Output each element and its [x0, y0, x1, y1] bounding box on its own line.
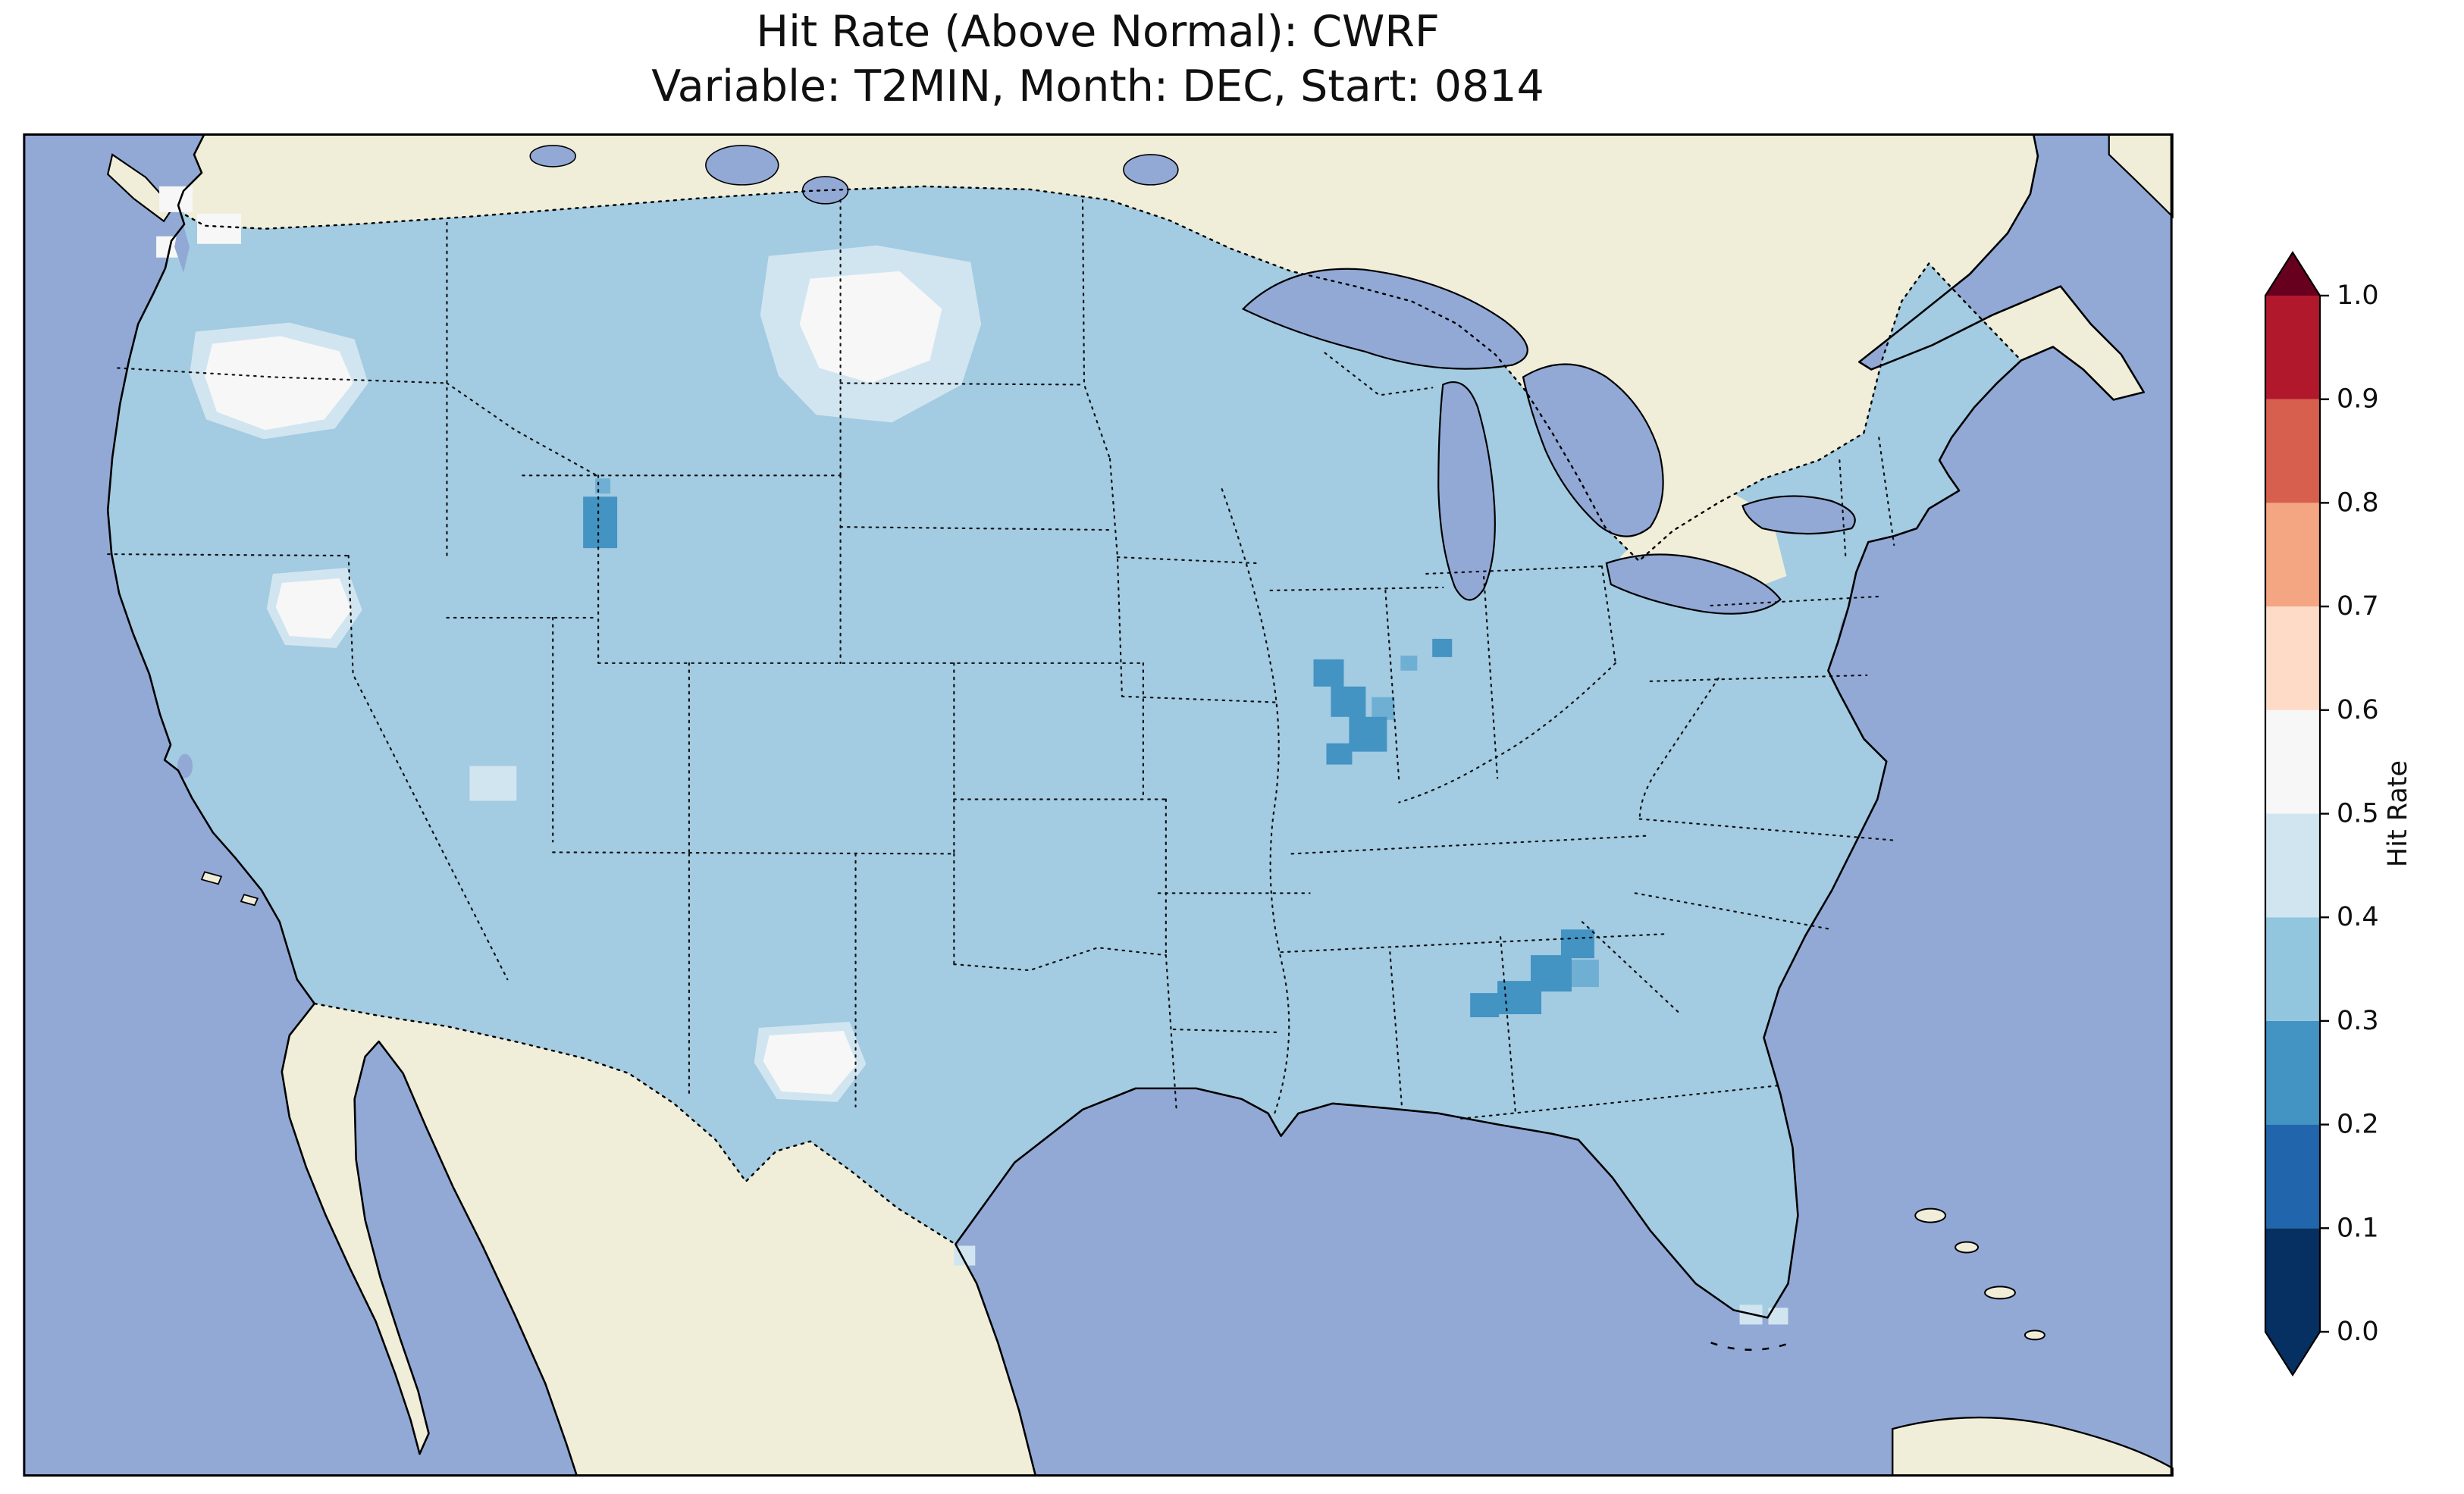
great-lakes [1241, 268, 1856, 615]
colorbar-bin-6 [2265, 606, 2320, 710]
colorbar-axis-label: Hit Rate [2383, 760, 2413, 867]
cuba [1892, 1416, 2174, 1477]
vancouver-island [106, 153, 174, 223]
us-hit-rate-map-svg [23, 133, 2174, 1477]
colorbar-bin-8 [2265, 399, 2320, 503]
plot-title: Hit Rate (Above Normal): CWRF [756, 7, 1440, 57]
coastline [106, 133, 2145, 1477]
chesapeake-bay [1833, 617, 1852, 694]
colorbar-tick-marks [2320, 294, 2329, 1333]
colorbar-arrow-low [2265, 1332, 2320, 1375]
map-axes [21, 133, 2174, 1477]
colorbar-bin-0 [2265, 1228, 2320, 1332]
us-hit-rate-field [108, 186, 2021, 1318]
colorbar-bin-4 [2265, 813, 2320, 918]
colorbar-bin-5 [2265, 709, 2320, 814]
colorbar-tick-label: 0.8 [2337, 487, 2379, 518]
colorbar-tick-label: 0.6 [2337, 695, 2379, 725]
san-francisco-bay [177, 753, 193, 778]
hit-rate-patches-0_4-0_5 [190, 245, 1788, 1325]
canada-border-dotted [184, 185, 2023, 562]
colorbar-bin-2 [2265, 1020, 2320, 1125]
colorbar-bin-9 [2265, 296, 2320, 399]
colorbar-svg: 1.0 0.9 0.8 0.7 0.6 0.5 0.4 0.3 0.2 0.1 … [2264, 250, 2413, 1377]
mexico-border-dotted [313, 1002, 957, 1245]
colorbar-tick-label: 0.0 [2337, 1317, 2379, 1347]
colorbar-bin-1 [2265, 1124, 2320, 1229]
colorbar-tick-label: 0.7 [2337, 591, 2379, 622]
colorbar-bin-7 [2265, 503, 2320, 607]
colorbar: 1.0 0.9 0.8 0.7 0.6 0.5 0.4 0.3 0.2 0.1 … [2244, 227, 2464, 1410]
colorbar-tick-label: 1.0 [2337, 280, 2379, 311]
colorbar-tick-label: 0.3 [2337, 1006, 2379, 1036]
puget-sound [174, 215, 190, 273]
plot-subtitle: Variable: T2MIN, Month: DEC, Start: 0814 [651, 61, 1544, 111]
colorbar-tick-label: 0.5 [2337, 799, 2379, 829]
colorbar-arrow-high [2265, 252, 2320, 296]
colorbar-tick-label: 0.2 [2337, 1110, 2379, 1140]
florida-keys [1710, 1342, 1787, 1351]
colorbar-tick-label: 0.4 [2337, 902, 2379, 932]
colorbar-bin-3 [2265, 917, 2320, 1021]
axes-frame [23, 133, 2173, 1477]
state-borders [107, 199, 1895, 1120]
hit-rate-patches-0_5-0_6 [156, 186, 942, 1095]
bahamas-islands [1914, 1207, 2045, 1341]
colorbar-tick-label: 0.1 [2337, 1213, 2379, 1243]
colorbar-tick-label: 0.9 [2337, 384, 2379, 415]
channel-islands [200, 871, 259, 907]
plot-title-block: Hit Rate (Above Normal): CWRF Variable: … [21, 5, 2174, 114]
